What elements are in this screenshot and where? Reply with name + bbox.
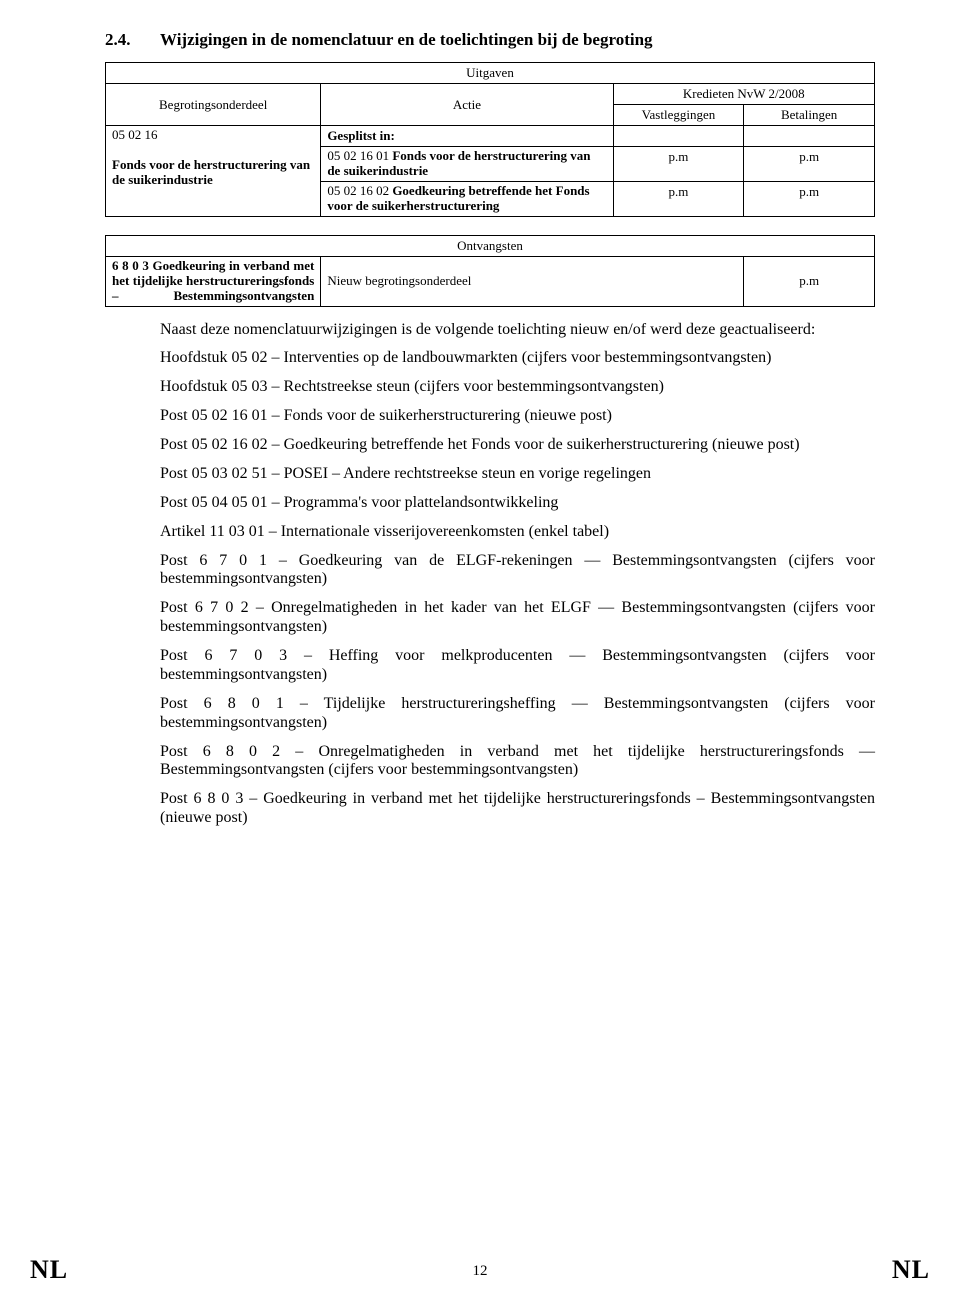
ontvangsten-table: Ontvangsten 6 8 0 3 Goedkeuring in verba… <box>105 235 875 307</box>
body-paragraph: Post 6 7 0 1 – Goedkeuring van de ELGF-r… <box>160 552 875 590</box>
actie1-code: 05 02 16 01 <box>327 148 392 163</box>
body-paragraph: Post 6 7 0 2 – Onregelmatigheden in het … <box>160 599 875 637</box>
row-left-text: Fonds voor de herstructurering van de su… <box>112 157 310 187</box>
uitgaven-table: Uitgaven Begrotingsonderdeel Actie Kredi… <box>105 62 875 217</box>
body-paragraph: Post 05 02 16 02 – Goedkeuring betreffen… <box>160 436 875 455</box>
section-heading: 2.4.Wijzigingen in de nomenclatuur en de… <box>105 30 875 50</box>
pm-cell: p.m <box>744 181 875 216</box>
heading-number: 2.4. <box>105 30 160 50</box>
table-row: Ontvangsten <box>106 235 875 256</box>
ontvangsten-caption: Ontvangsten <box>106 235 875 256</box>
pm-cell: p.m <box>744 147 875 182</box>
body-paragraph: Post 05 03 02 51 – POSEI – Andere rechts… <box>160 465 875 484</box>
empty-cell <box>613 126 744 147</box>
table-row: 05 02 16 Fonds voor de herstructurering … <box>106 126 875 147</box>
body-paragraph: Hoofdstuk 05 02 – Interventies op de lan… <box>160 349 875 368</box>
footer-page-number: 12 <box>0 1263 960 1280</box>
hdr-kredieten: Kredieten NvW 2/2008 <box>613 84 874 105</box>
ontv-left: 6 8 0 3 Goedkeuring in verband met het t… <box>106 256 321 306</box>
pm-cell: p.m <box>613 147 744 182</box>
body-paragraph: Post 6 7 0 3 – Heffing voor melkproducen… <box>160 647 875 685</box>
ontv-mid: Nieuw begrotingsonderdeel <box>321 256 744 306</box>
body-paragraph: Post 05 04 05 01 – Programma's voor plat… <box>160 494 875 513</box>
heading-text: Wijzigingen in de nomenclatuur en de toe… <box>160 30 653 49</box>
footer-nl-right: NL <box>892 1255 930 1285</box>
empty-cell <box>744 126 875 147</box>
ontv-left-text: 6 8 0 3 Goedkeuring in verband met het t… <box>112 259 314 304</box>
body-paragraph: Hoofdstuk 05 03 – Rechtstreekse steun (c… <box>160 378 875 397</box>
body-paragraph: Post 6 8 0 1 – Tijdelijke herstructureri… <box>160 695 875 733</box>
row-left: 05 02 16 Fonds voor de herstructurering … <box>106 126 321 217</box>
actie2-code: 05 02 16 02 <box>327 183 392 198</box>
table-row: 6 8 0 3 Goedkeuring in verband met het t… <box>106 256 875 306</box>
intro-para: Naast deze nomenclatuurwijzigingen is de… <box>160 321 875 340</box>
row-left-code: 05 02 16 <box>112 127 158 142</box>
hdr-vastleggingen: Vastleggingen <box>613 105 744 126</box>
body-paragraph: Post 6 8 0 3 – Goedkeuring in verband me… <box>160 790 875 828</box>
table-row: Uitgaven <box>106 63 875 84</box>
body-paragraph: Post 05 02 16 01 – Fonds voor de suikerh… <box>160 407 875 426</box>
hdr-begrotingsonderdeel: Begrotingsonderdeel <box>106 84 321 126</box>
hdr-actie: Actie <box>321 84 613 126</box>
hdr-betalingen: Betalingen <box>744 105 875 126</box>
actie1-cell: 05 02 16 01 Fonds voor de herstructureri… <box>321 147 613 182</box>
body-paragraph: Post 6 8 0 2 – Onregelmatigheden in verb… <box>160 743 875 781</box>
body-paragraph: Artikel 11 03 01 – Internationale visser… <box>160 523 875 542</box>
pm-cell: p.m <box>613 181 744 216</box>
table-row: Begrotingsonderdeel Actie Kredieten NvW … <box>106 84 875 105</box>
uitgaven-caption: Uitgaven <box>106 63 875 84</box>
actie2-cell: 05 02 16 02 Goedkeuring betreffende het … <box>321 181 613 216</box>
pm-cell: p.m <box>744 256 875 306</box>
gesplitst-cell: Gesplitst in: <box>321 126 613 147</box>
